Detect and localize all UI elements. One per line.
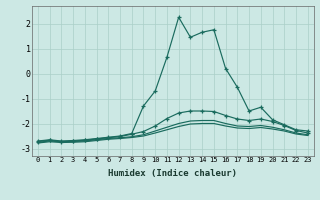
- X-axis label: Humidex (Indice chaleur): Humidex (Indice chaleur): [108, 169, 237, 178]
